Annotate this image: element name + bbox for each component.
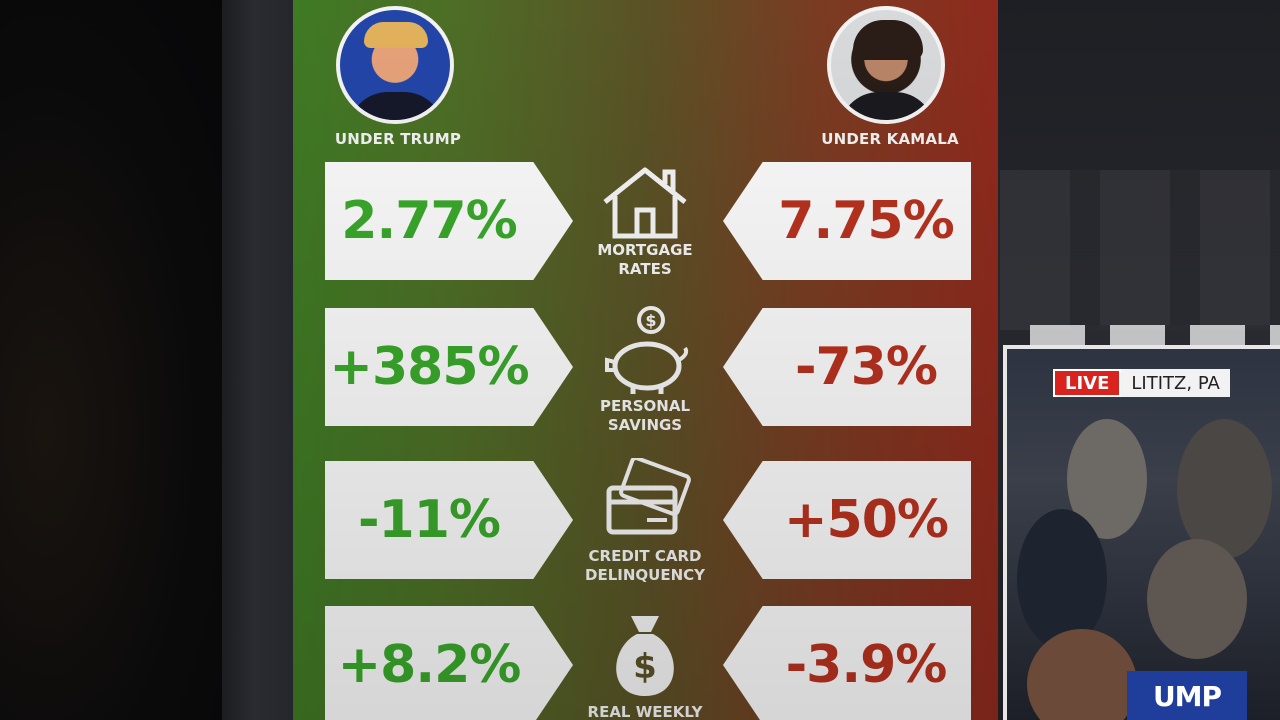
crowd-figure: [1017, 509, 1107, 649]
mortgage-rates-trump-value: 2.77%: [325, 162, 573, 280]
kamala-portrait: [827, 6, 945, 124]
credit-card-delinquency-metric: CREDIT CARD DELINQUENCY: [565, 458, 725, 584]
credit-card-delinquency-kamala-value: +50%: [723, 461, 971, 579]
under-trump-caption: UNDER TRUMP: [334, 130, 462, 148]
piggy-bank-icon: $: [605, 306, 689, 394]
metric-label-line2: RATES: [618, 260, 672, 278]
real-weekly-trump-value: +8.2%: [325, 606, 573, 720]
studio-wall: [222, 0, 300, 720]
dark-background-left: [0, 0, 230, 720]
crowd-figure: [1177, 419, 1272, 559]
metric-label-line1: REAL WEEKLY: [587, 703, 703, 720]
real-weekly-kamala-value: -3.9%: [723, 606, 971, 720]
money-bag-icon: $: [616, 616, 674, 696]
personal-savings-metric: $ PERSONAL SAVINGS: [565, 304, 725, 434]
mortgage-rates-kamala-value: 7.75%: [723, 162, 971, 280]
credit-cards-icon: [606, 458, 691, 535]
metric-label-line2: DELINQUENCY: [585, 566, 705, 584]
under-kamala-caption: UNDER KAMALA: [821, 130, 959, 148]
live-video-inset: LIVE LITITZ, PA UMP: [1003, 345, 1280, 720]
metric-label-line1: CREDIT CARD: [588, 547, 702, 565]
background-lettering: [1000, 170, 1280, 330]
metric-label-line2: SAVINGS: [607, 416, 683, 434]
personal-savings-kamala-value: -73%: [723, 308, 971, 426]
personal-savings-trump-value: +385%: [325, 308, 573, 426]
crowd-figure: [1147, 539, 1247, 659]
house-icon: [603, 167, 687, 239]
rally-sign: UMP: [1127, 671, 1247, 720]
live-badge: LIVE: [1053, 369, 1122, 397]
credit-card-delinquency-trump-value: -11%: [325, 461, 573, 579]
svg-text:$: $: [633, 647, 657, 687]
location-label: LITITZ, PA: [1121, 369, 1230, 397]
mortgage-rates-metric: MORTGAGE RATES: [565, 164, 725, 278]
svg-text:$: $: [645, 311, 656, 330]
crowd-figure: [1027, 629, 1137, 720]
live-location-tag: LIVE LITITZ, PA: [1053, 369, 1230, 397]
metric-label-line1: PERSONAL: [599, 397, 691, 415]
real-weekly-metric: $ REAL WEEKLY: [565, 610, 725, 720]
trump-portrait: [336, 6, 454, 124]
comparison-graphic: UNDER TRUMP UNDER KAMALA 2.77% MORTGAGE …: [293, 0, 998, 720]
metric-label-line1: MORTGAGE: [597, 241, 693, 259]
